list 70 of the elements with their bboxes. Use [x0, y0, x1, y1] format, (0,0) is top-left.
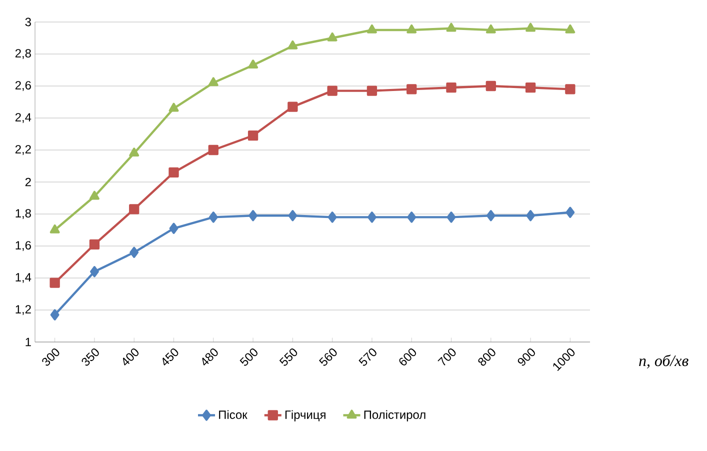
point — [327, 32, 338, 42]
point — [366, 86, 378, 96]
point — [248, 130, 258, 141]
y-tick-label: 2,8 — [15, 49, 31, 59]
point — [248, 210, 258, 222]
point — [446, 22, 456, 32]
x-tick-label: 570 — [358, 348, 376, 366]
y-tick-label: 1,8 — [16, 209, 31, 219]
y-tick-label: 2,6 — [15, 81, 31, 91]
point — [566, 206, 575, 218]
point — [50, 309, 60, 320]
point — [129, 148, 140, 157]
x-tick-label: 900 — [518, 348, 535, 366]
x-tick-label: 480 — [202, 348, 218, 366]
x-tick-label: 600 — [399, 348, 416, 366]
y-tick-label: 1,6 — [16, 241, 31, 251]
legend-label: Пісок — [219, 410, 248, 419]
x-tick-label: 350 — [82, 348, 99, 366]
y-tick-label: 2 — [25, 178, 31, 186]
x-tick-label: 500 — [240, 348, 258, 366]
point — [89, 239, 100, 250]
y-tick-label: 2,4 — [15, 113, 32, 123]
point — [50, 224, 60, 234]
point — [129, 204, 140, 214]
x-tick-label: 550 — [279, 348, 298, 366]
point — [565, 84, 576, 94]
point — [486, 80, 496, 92]
x-tick-label: 700 — [438, 348, 456, 366]
y-tick-label: 1,2 — [16, 305, 31, 315]
point — [406, 24, 417, 34]
y-tick-label: 1,4 — [16, 273, 32, 283]
point — [208, 144, 218, 156]
point — [89, 190, 100, 200]
point — [328, 212, 337, 223]
x-axis-title: n, об/хв — [639, 354, 688, 368]
point — [366, 24, 377, 34]
point — [446, 212, 456, 223]
x-tick-label: 560 — [319, 348, 337, 366]
x-tick-label: 800 — [478, 348, 496, 366]
point — [208, 212, 218, 223]
point — [169, 222, 178, 234]
point — [90, 266, 99, 278]
y-tick-label: 3 — [25, 18, 31, 26]
point — [288, 210, 298, 222]
point — [288, 102, 298, 112]
legend-label: Гірчиця — [285, 410, 326, 422]
point — [248, 60, 258, 69]
point — [50, 278, 60, 288]
point — [565, 24, 576, 34]
point — [168, 167, 179, 178]
point — [130, 246, 139, 258]
point — [525, 82, 536, 93]
point — [407, 212, 416, 223]
x-tick-label: 450 — [162, 348, 178, 366]
point — [486, 24, 496, 34]
point — [168, 102, 179, 112]
point — [446, 82, 456, 93]
point — [208, 77, 218, 86]
point — [406, 84, 417, 94]
x-tick-label: 300 — [42, 348, 60, 366]
point — [368, 212, 376, 223]
y-tick-label: 1 — [26, 338, 31, 346]
y-tick-label: 2,2 — [15, 145, 31, 155]
point — [526, 210, 535, 222]
point — [288, 40, 298, 50]
point — [486, 210, 496, 222]
point — [327, 86, 338, 96]
legend-label: Полістирол — [364, 410, 426, 422]
x-tick-label: 400 — [122, 348, 139, 366]
point — [526, 22, 536, 32]
